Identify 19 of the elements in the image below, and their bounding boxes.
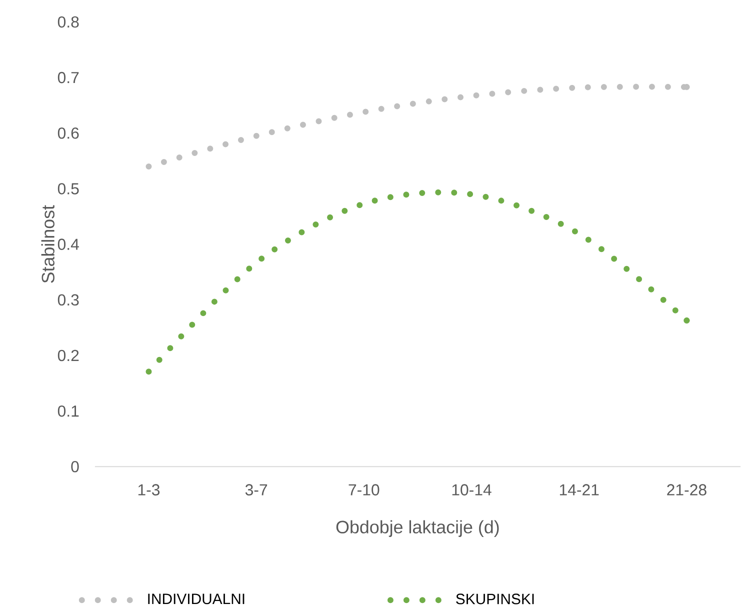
x-tick-label: 21-28 — [667, 484, 706, 496]
y-tick-label: 0.1 — [58, 405, 79, 416]
y-tick-label: 0.7 — [58, 72, 79, 83]
y-tick-label: 0.5 — [58, 182, 79, 194]
y-tick-label: 0.8 — [58, 16, 79, 28]
legend-label: SKUPINSKI — [456, 593, 534, 604]
y-tick-label: 0.2 — [58, 350, 79, 361]
x-axis-title: Obdobje laktacije (d) — [336, 520, 499, 537]
y-axis-title: Stabilnost — [41, 204, 54, 283]
y-tick-label: 0.4 — [58, 238, 79, 250]
y-tick-label: 0 — [71, 460, 79, 472]
x-tick-label: 1-3 — [138, 484, 160, 496]
x-tick-label: 14-21 — [560, 484, 599, 496]
x-tick-label: 3-7 — [245, 484, 268, 496]
legend-label: INDIVIDUALNI — [148, 594, 244, 604]
y-tick-label: 0.6 — [58, 127, 79, 139]
x-tick-label: 7-10 — [348, 484, 380, 496]
x-tick-label: 10-14 — [452, 484, 492, 496]
y-tick-label: 0.3 — [58, 294, 79, 306]
